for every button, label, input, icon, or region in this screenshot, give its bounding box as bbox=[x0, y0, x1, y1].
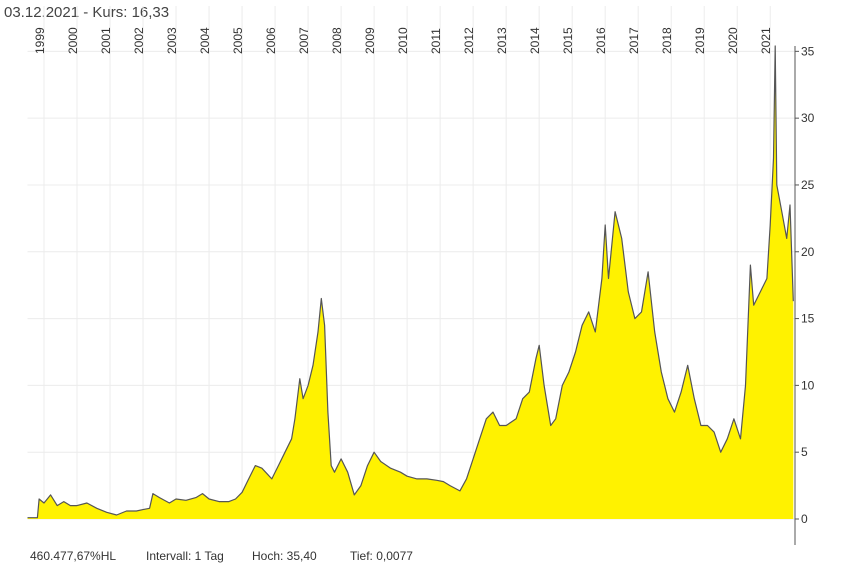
x-tick-label: 2020 bbox=[726, 27, 740, 54]
x-tick-label: 2016 bbox=[594, 27, 608, 54]
stat-label: 460.477,67%HL bbox=[30, 549, 116, 563]
price-line bbox=[27, 45, 794, 519]
x-tick-label: 2004 bbox=[198, 27, 212, 54]
grid bbox=[27, 6, 795, 520]
chart-title: 03.12.2021 - Kurs: 16,33 bbox=[4, 4, 169, 21]
area bbox=[27, 46, 794, 519]
x-tick-label: 2018 bbox=[660, 27, 674, 54]
x-tick-label: 2008 bbox=[330, 27, 344, 54]
x-tick-label: 2011 bbox=[429, 28, 443, 54]
y-tick-label: 30 bbox=[801, 111, 815, 125]
y-tick-label: 15 bbox=[801, 312, 815, 326]
x-tick-label: 2006 bbox=[264, 27, 278, 54]
x-tick-label: 1999 bbox=[33, 27, 47, 54]
stat-label: Tief: 0,0077 bbox=[350, 549, 413, 563]
stat-label: Hoch: 35,40 bbox=[252, 549, 317, 563]
x-tick-label: 2010 bbox=[396, 27, 410, 54]
x-tick-label: 2021 bbox=[759, 27, 773, 54]
axes: 0 5 10 15 20 25 30 35 1999 2000 2001 2002 2003 2004 20… bbox=[30, 27, 815, 563]
marks bbox=[27, 45, 794, 519]
x-tick-label: 2019 bbox=[693, 27, 707, 54]
x-tick-label: 2001 bbox=[99, 27, 113, 54]
x-tick-label: 2012 bbox=[462, 27, 476, 54]
stat-label: Intervall: 1 Tag bbox=[146, 549, 224, 563]
x-tick-label: 2013 bbox=[495, 27, 509, 54]
y-tick-label: 10 bbox=[801, 378, 815, 392]
y-tick-label: 5 bbox=[801, 445, 808, 459]
y-tick-label: 25 bbox=[801, 178, 815, 192]
x-tick-label: 2014 bbox=[528, 27, 542, 54]
x-tick-label: 2009 bbox=[363, 27, 377, 54]
x-tick-label: 2003 bbox=[165, 27, 179, 54]
y-tick-label: 20 bbox=[801, 245, 815, 259]
x-tick-label: 2017 bbox=[627, 27, 641, 54]
x-tick-label: 2002 bbox=[132, 27, 146, 54]
x-tick-label: 2015 bbox=[561, 27, 575, 54]
y-tick-label: 0 bbox=[801, 512, 808, 526]
x-tick-label: 2005 bbox=[231, 27, 245, 54]
y-tick-label: 35 bbox=[801, 44, 815, 58]
x-tick-label: 2007 bbox=[297, 27, 311, 54]
x-tick-label: 2000 bbox=[66, 27, 80, 54]
